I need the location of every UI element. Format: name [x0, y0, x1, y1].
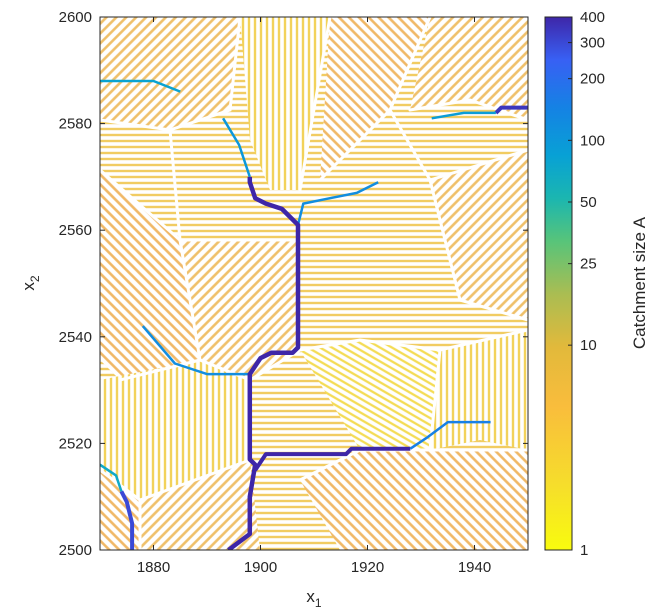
x-axis-label: x1 — [306, 587, 322, 610]
plot-area — [100, 17, 528, 550]
colorbar-tick-label: 25 — [580, 256, 597, 273]
tributary-channel-6 — [296, 181, 379, 226]
x-tick-label: 1940 — [458, 559, 491, 576]
tributary-channel-7 — [222, 117, 251, 178]
colorbar-ticks: 1 10 25 50 100 200 300 400 — [568, 9, 605, 559]
main-channel — [227, 176, 301, 550]
region-texture — [300, 340, 440, 450]
tributary-channel-2 — [119, 490, 135, 550]
tributary-channels — [100, 79, 528, 550]
region-texture — [100, 360, 250, 500]
colorbar-tick-label: 10 — [580, 337, 597, 354]
y-tick-label: 2500 — [59, 542, 92, 559]
region-texture — [100, 17, 240, 130]
region-texture — [100, 170, 200, 380]
y-tick-label: 2600 — [59, 9, 92, 26]
region-texture — [320, 17, 430, 180]
tributary-channel-5 — [141, 325, 250, 376]
colorbar-tick-label: 300 — [580, 35, 605, 52]
tributary-channel-8 — [100, 79, 181, 93]
y-tick-label: 2560 — [59, 222, 92, 239]
colorbar — [544, 16, 573, 551]
colorbar-tick-label: 50 — [580, 194, 597, 211]
y-tick-label: 2520 — [59, 435, 92, 452]
tributary-channel-10 — [431, 111, 496, 120]
colorbar-label: Catchment size A — [630, 216, 649, 349]
plot-frame — [99, 16, 529, 551]
y-axis-label: x2 — [19, 275, 42, 291]
x-tick-label: 1920 — [351, 559, 384, 576]
region-texture — [180, 240, 300, 380]
colorbar-tick-label: 400 — [580, 9, 605, 26]
colorbar-tick-label: 100 — [580, 132, 605, 149]
region-texture — [410, 17, 528, 120]
colorbar-tick-label: 1 — [580, 542, 588, 559]
x-tick-label: 1880 — [137, 559, 170, 576]
region-texture — [140, 460, 260, 550]
y-axis: 2500 2520 2540 2560 2580 2600 — [59, 9, 528, 559]
tributary-channel-9 — [100, 463, 123, 492]
region-texture — [100, 470, 140, 550]
y-tick-label: 2580 — [59, 116, 92, 133]
x-tick-label: 1900 — [244, 559, 277, 576]
tributary-channel-1 — [253, 446, 411, 472]
tributary-channel-3 — [494, 105, 528, 115]
x-axis: 1880 1900 1920 1940 — [137, 17, 491, 576]
y-tick-label: 2540 — [59, 329, 92, 346]
region-texture — [300, 450, 528, 550]
tributary-channel-4 — [409, 420, 491, 450]
region-texture — [430, 330, 528, 450]
watershed-divides — [100, 17, 528, 550]
colorbar-tick-label: 200 — [580, 71, 605, 88]
main-channel-group — [227, 176, 301, 550]
